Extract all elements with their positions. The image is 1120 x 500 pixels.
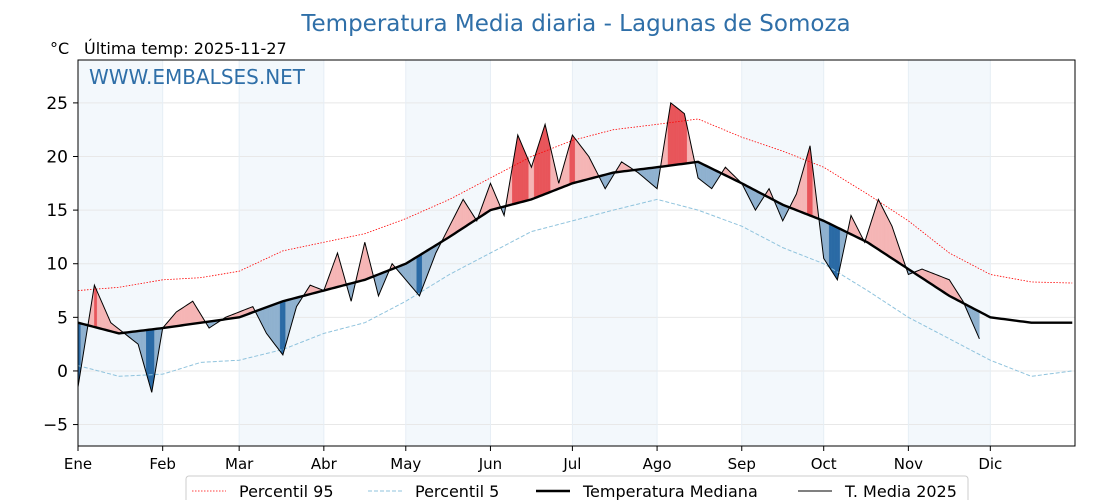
anomaly-segment xyxy=(523,147,527,202)
anomaly-segment xyxy=(189,300,193,325)
series-percentil-5 xyxy=(77,198,1073,377)
anomaly-segment xyxy=(520,141,524,203)
anomaly-segment xyxy=(828,223,833,272)
x-axis: Ene Feb Mar Abr May Jun Jul Ago Sep Oct Nov Dic xyxy=(64,446,1002,473)
x-tick-label: Oct xyxy=(811,455,837,473)
anomaly-segment xyxy=(178,308,182,326)
last-temp-label: Última temp: 2025-11-27 xyxy=(84,39,287,58)
x-tick-label: Jul xyxy=(562,455,581,473)
plot-frame xyxy=(77,59,1076,447)
anomaly-segment xyxy=(681,111,685,165)
x-tick-label: Dic xyxy=(978,455,1002,473)
anomaly-segment xyxy=(651,167,655,187)
month-bands xyxy=(78,60,991,446)
anomaly-segment xyxy=(826,221,830,268)
anomaly-segment xyxy=(706,165,710,187)
anomaly-segment xyxy=(678,108,682,165)
x-tick-label: Feb xyxy=(149,455,176,473)
anomaly-segment xyxy=(700,162,704,183)
y-tick-label: −5 xyxy=(43,416,68,436)
anomaly-segment xyxy=(413,256,417,294)
month-band xyxy=(741,60,824,446)
y-tick-label: 5 xyxy=(57,308,68,328)
anomaly-segment xyxy=(539,132,543,197)
anomaly-segment xyxy=(271,303,275,345)
anomaly-segment xyxy=(886,215,890,257)
y-tick-label: 20 xyxy=(46,148,68,168)
legend-label: Temperatura Mediana xyxy=(582,482,758,500)
x-tick-label: Mar xyxy=(225,455,254,473)
series-lines xyxy=(77,101,1073,393)
y-tick-label: 15 xyxy=(46,201,68,221)
anomaly-segment xyxy=(670,102,674,166)
anomaly-segment xyxy=(176,309,180,327)
anomaly-segment xyxy=(266,305,270,338)
anomaly-segment xyxy=(673,104,677,166)
anomaly-segment xyxy=(883,210,887,256)
anomaly-segment xyxy=(181,306,185,326)
legend-label: T. Media 2025 xyxy=(844,482,957,500)
x-tick-label: Sep xyxy=(728,455,756,473)
anomaly-segment xyxy=(277,301,281,352)
anomaly-segment xyxy=(878,199,882,252)
anomaly-segment xyxy=(184,304,188,326)
chart-title: Temperatura Media diaria - Lagunas de So… xyxy=(300,11,850,37)
anomaly-segment xyxy=(708,166,712,190)
x-tick-label: Ene xyxy=(64,455,92,473)
month-band xyxy=(239,60,324,446)
month-band xyxy=(405,60,491,446)
x-tick-label: Nov xyxy=(894,455,923,473)
anomaly-segment xyxy=(274,302,278,349)
month-band xyxy=(572,60,658,446)
series-percentil-95 xyxy=(77,118,1073,291)
anomaly-segment xyxy=(807,145,811,216)
anomaly-segment xyxy=(697,161,701,181)
anomaly-segment xyxy=(574,138,579,183)
anomaly-segment xyxy=(525,154,529,202)
anomaly-segment xyxy=(703,164,707,185)
anomaly-segment xyxy=(572,134,576,184)
anomaly-segment xyxy=(577,141,581,183)
anomaly-segment xyxy=(831,224,835,277)
anomaly-segment xyxy=(676,106,680,165)
series-t-media-2025 xyxy=(77,101,980,393)
legend-label: Percentil 95 xyxy=(239,482,334,500)
x-tick-label: Abr xyxy=(311,455,338,473)
month-band xyxy=(78,60,163,446)
anomaly-segment xyxy=(585,152,589,180)
anomaly-segment xyxy=(187,302,191,325)
anomaly-segment xyxy=(583,148,587,181)
anomaly-segment xyxy=(542,124,546,196)
y-tick-label: 10 xyxy=(46,255,68,275)
legend-box xyxy=(185,475,969,500)
anomaly-segment xyxy=(580,145,584,182)
anomaly-segment xyxy=(823,220,827,264)
anomaly-segment xyxy=(517,134,521,204)
y-unit-label: °C xyxy=(50,39,69,58)
anomaly-segment xyxy=(411,258,415,291)
watermark: WWW.EMBALSES.NET xyxy=(89,65,306,89)
y-tick-label: 25 xyxy=(46,94,68,114)
anomaly-segment xyxy=(279,300,284,356)
anomaly-segment xyxy=(880,204,884,254)
anomaly-segment xyxy=(269,304,273,342)
anomaly-segment xyxy=(416,254,420,297)
y-tick-label: 0 xyxy=(57,362,68,382)
legend: Percentil 95 Percentil 5 Temperatura Media… xyxy=(185,475,969,500)
anomaly-segment xyxy=(408,260,412,287)
x-tick-label: Ago xyxy=(643,455,672,473)
legend-label: Percentil 5 xyxy=(415,482,499,500)
x-tick-label: Jun xyxy=(478,455,502,473)
anomaly-segment xyxy=(654,166,658,190)
x-tick-label: May xyxy=(390,455,421,473)
y-axis: 25 20 15 10 5 0 −5 xyxy=(43,94,78,436)
